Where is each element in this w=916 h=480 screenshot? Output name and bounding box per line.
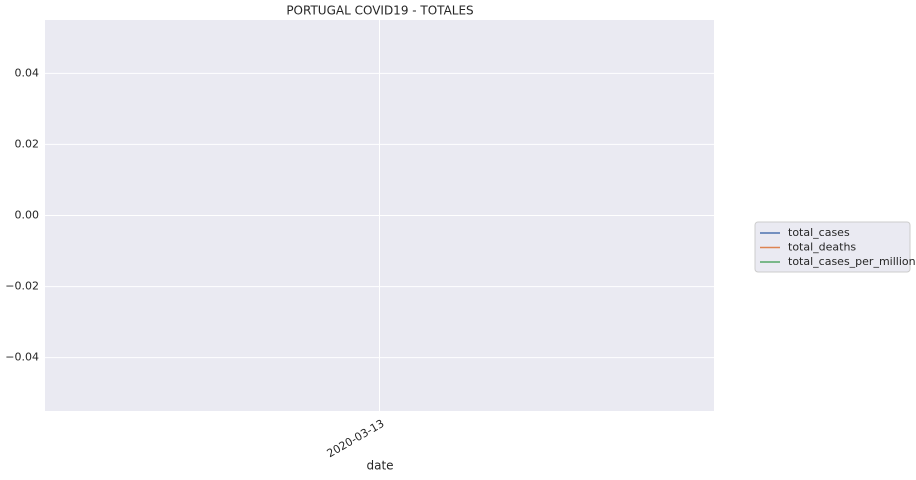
legend-label: total_deaths: [788, 241, 856, 254]
legend-label: total_cases: [788, 226, 850, 239]
legend: total_cases total_deathstotal_cases_per_m…: [754, 221, 916, 273]
y-tick-label: −0.04: [5, 351, 39, 364]
legend-box: [754, 221, 911, 273]
chart-title: PORTUGAL COVID19 - TOTALES: [286, 4, 473, 18]
legend-label: total_cases_per_million: [788, 255, 916, 268]
y-tick-label: −0.02: [5, 280, 39, 293]
y-tick-label: 0.04: [15, 66, 40, 79]
y-tick-label: 0.00: [15, 209, 40, 222]
x-axis-label: date: [366, 459, 393, 473]
x-tick-label: 2020-03-13: [325, 417, 387, 460]
y-tick-label: 0.02: [15, 137, 40, 150]
